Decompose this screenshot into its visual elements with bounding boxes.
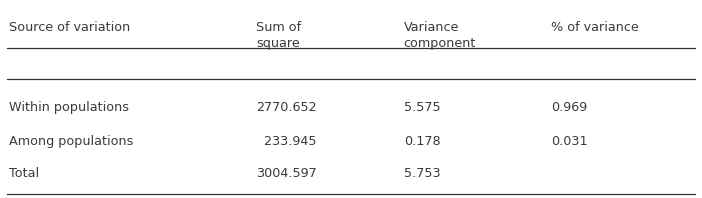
Text: % of variance: % of variance [551, 21, 639, 34]
Text: Variance
component: Variance component [404, 21, 476, 50]
Text: Source of variation: Source of variation [9, 21, 131, 34]
Text: 0.031: 0.031 [551, 135, 588, 148]
Text: 0.178: 0.178 [404, 135, 440, 148]
Text: 5.753: 5.753 [404, 167, 440, 180]
Text: 5.575: 5.575 [404, 101, 440, 114]
Text: 3004.597: 3004.597 [256, 167, 317, 180]
Text: Total: Total [9, 167, 39, 180]
Text: Sum of
square: Sum of square [256, 21, 301, 50]
Text: 0.969: 0.969 [551, 101, 588, 114]
Text: 233.945: 233.945 [256, 135, 317, 148]
Text: Within populations: Within populations [9, 101, 129, 114]
Text: 2770.652: 2770.652 [256, 101, 317, 114]
Text: Among populations: Among populations [9, 135, 133, 148]
